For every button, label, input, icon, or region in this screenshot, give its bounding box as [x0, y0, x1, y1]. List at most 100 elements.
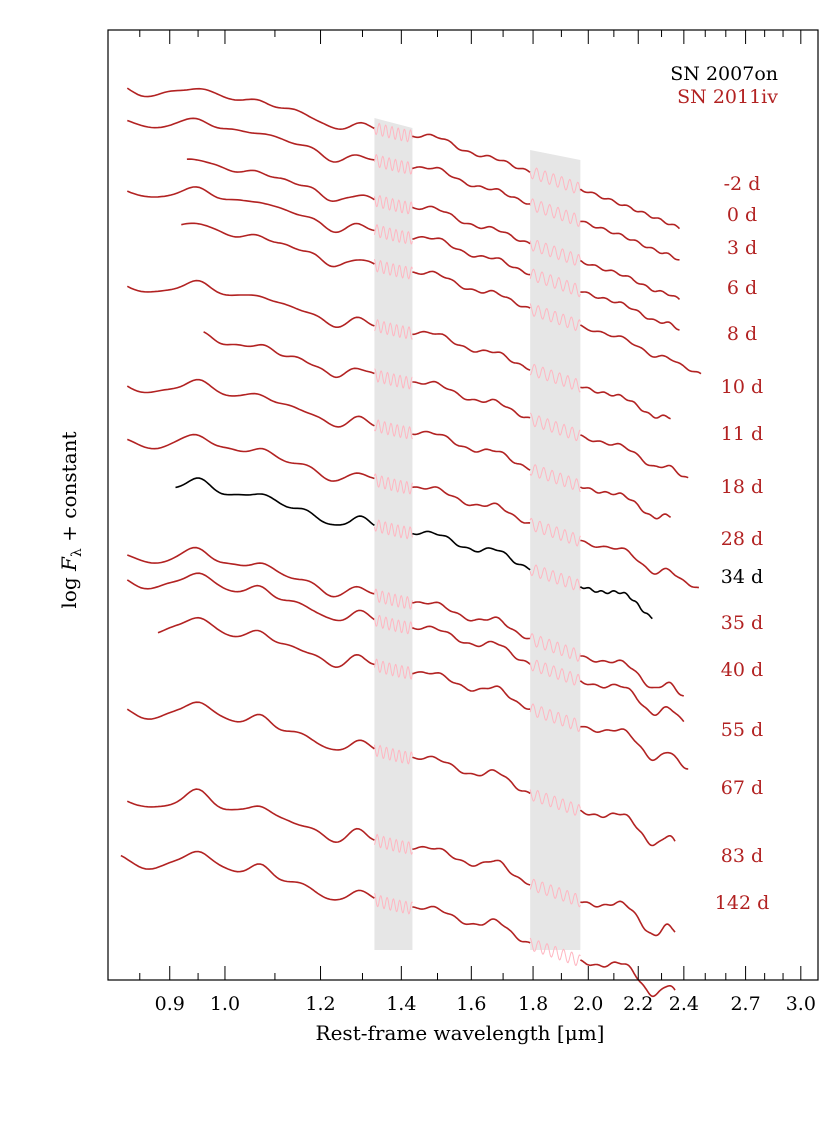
spectrum-1-segment-3 [529, 198, 581, 228]
spectrum-8-segment-1 [373, 473, 413, 495]
x-tick-label: 2.4 [669, 993, 699, 1015]
spectra-lines [120, 87, 702, 998]
spectrum-13-segment-3 [529, 789, 581, 816]
spectrum-5-segment-3 [529, 363, 581, 393]
epoch-labels: -2 d 0 d 3 d 6 d 8 d 10 d 11 d 18 d 28 d 34 d 35 d… [715, 173, 769, 914]
spectrum-15-segment-3 [529, 937, 581, 966]
spectrum-4-segment-4 [580, 324, 702, 375]
epoch-label-6: 11 d [721, 423, 763, 445]
spectrum-6-segment-1 [374, 368, 413, 390]
spectrum-10-segment-2 [412, 601, 531, 640]
epoch-label-2: 3 d [727, 237, 757, 259]
spectrum-13-segment-0 [126, 701, 375, 751]
x-axis-label: Rest-frame wavelength [μm] [316, 1021, 605, 1045]
spectrum-15-segment-4 [580, 959, 676, 998]
spectrum-2-segment-3 [529, 239, 581, 266]
spectrum-3-segment-0 [126, 186, 375, 234]
spectrum-8-segment-3 [529, 517, 581, 547]
spectrum-13-segment-2 [412, 755, 531, 795]
x-tick-label: 2.2 [623, 993, 653, 1015]
y-axis-label-suffix: + constant [57, 431, 81, 548]
spectrum-14-segment-0 [126, 788, 375, 844]
spectrum-14-segment-1 [373, 833, 413, 855]
spectrum-11-segment-2 [412, 625, 531, 665]
spectrum-12-segment-1 [373, 658, 413, 680]
spectrum-8-segment-4 [580, 539, 700, 589]
x-tick-label: 0.9 [155, 993, 185, 1015]
spectrum-3-segment-1 [373, 224, 413, 245]
spectrum-10-segment-1 [373, 588, 413, 610]
x-tick-label: 2.0 [573, 993, 603, 1015]
spectrum-14-segment-3 [529, 878, 581, 908]
spectrum-4-segment-0 [181, 222, 375, 268]
spectrum-2-segment-0 [186, 158, 375, 203]
epoch-label-4: 8 d [727, 323, 757, 345]
epoch-label-9: 34 d [721, 566, 763, 588]
spectrum-0-segment-0 [126, 87, 375, 131]
y-axis-label-var: F [57, 556, 81, 572]
spectrum-15-segment-1 [373, 893, 413, 915]
x-tick-label: 3.0 [786, 993, 816, 1015]
epoch-label-3: 6 d [727, 277, 757, 299]
x-tick-label: 1.2 [305, 993, 335, 1015]
epoch-label-12: 55 d [721, 719, 763, 741]
spectrum-10-segment-3 [529, 633, 581, 662]
spectrum-5-segment-1 [374, 319, 413, 340]
spectrum-12-segment-3 [529, 703, 581, 733]
spectrum-9-segment-1 [373, 519, 413, 540]
spectrum-2-segment-2 [412, 205, 531, 245]
spectrum-0-segment-3 [529, 167, 581, 194]
spectrum-4-segment-1 [373, 259, 413, 280]
spectrum-7-segment-3 [529, 464, 581, 493]
epoch-label-5: 10 d [721, 376, 763, 398]
epoch-label-8: 28 d [721, 528, 763, 550]
x-tick-label: 2.7 [730, 993, 760, 1015]
epoch-label-15: 142 d [715, 892, 769, 914]
spectrum-1-segment-4 [580, 220, 680, 261]
spectrum-3-segment-2 [412, 236, 531, 276]
y-axis-label: log Fλ + constant [57, 431, 85, 608]
x-axis-ticks: 0.9 1.0 1.2 1.4 1.6 1.8 2.0 2.2 2.4 2.7 3.0 [139, 30, 816, 1015]
spectrum-14-segment-2 [412, 845, 531, 886]
x-tick-label: 1.0 [210, 993, 240, 1015]
spectrum-6-segment-4 [580, 434, 689, 479]
spectrum-10-segment-4 [580, 655, 684, 697]
spectrum-13-segment-4 [579, 809, 676, 847]
spectrum-13-segment-1 [373, 744, 413, 765]
epoch-label-7: 18 d [721, 476, 763, 498]
spectrum-11-segment-3 [529, 659, 581, 686]
y-axis-label-prefix: log [57, 571, 81, 609]
spectrum-6-segment-0 [203, 331, 375, 379]
spectrum-10-segment-0 [127, 546, 375, 598]
spectrum-11-segment-0 [126, 572, 375, 622]
y-axis-label-sub: λ [69, 548, 85, 557]
spectrum-9-segment-4 [579, 585, 653, 620]
x-tick-label: 1.4 [386, 993, 416, 1015]
legend-entry-sn2011iv: SN 2011iv [677, 86, 778, 108]
spectrum-2-segment-4 [579, 259, 681, 300]
spectrum-1-segment-1 [373, 154, 413, 175]
spectrum-4-segment-2 [412, 270, 531, 309]
spectrum-7-segment-1 [373, 419, 413, 440]
spectrum-3-segment-3 [529, 268, 581, 298]
legend-entry-sn2007on: SN 2007on [670, 63, 778, 85]
spectrum-0-segment-1 [373, 122, 413, 143]
spectrum-4-segment-3 [529, 303, 581, 332]
spectrum-8-segment-0 [126, 433, 375, 482]
x-tick-label: 1.6 [456, 993, 486, 1015]
spectrum-5-segment-4 [580, 386, 671, 420]
epoch-label-1: 0 d [727, 204, 757, 226]
spectrum-14-segment-4 [580, 900, 676, 937]
epoch-label-13: 67 d [721, 777, 763, 799]
spectrum-5-segment-2 [412, 330, 531, 371]
spectrum-9-segment-2 [412, 530, 531, 571]
spectrum-7-segment-0 [126, 378, 375, 428]
x-tick-label: 1.8 [518, 993, 548, 1015]
spectrum-11-segment-4 [579, 680, 685, 723]
spectrum-7-segment-4 [580, 486, 672, 520]
spectrum-7-segment-2 [412, 430, 531, 471]
epoch-label-14: 83 d [721, 845, 763, 867]
spectrum-5-segment-0 [126, 279, 375, 329]
spectrum-6-segment-2 [412, 380, 531, 419]
